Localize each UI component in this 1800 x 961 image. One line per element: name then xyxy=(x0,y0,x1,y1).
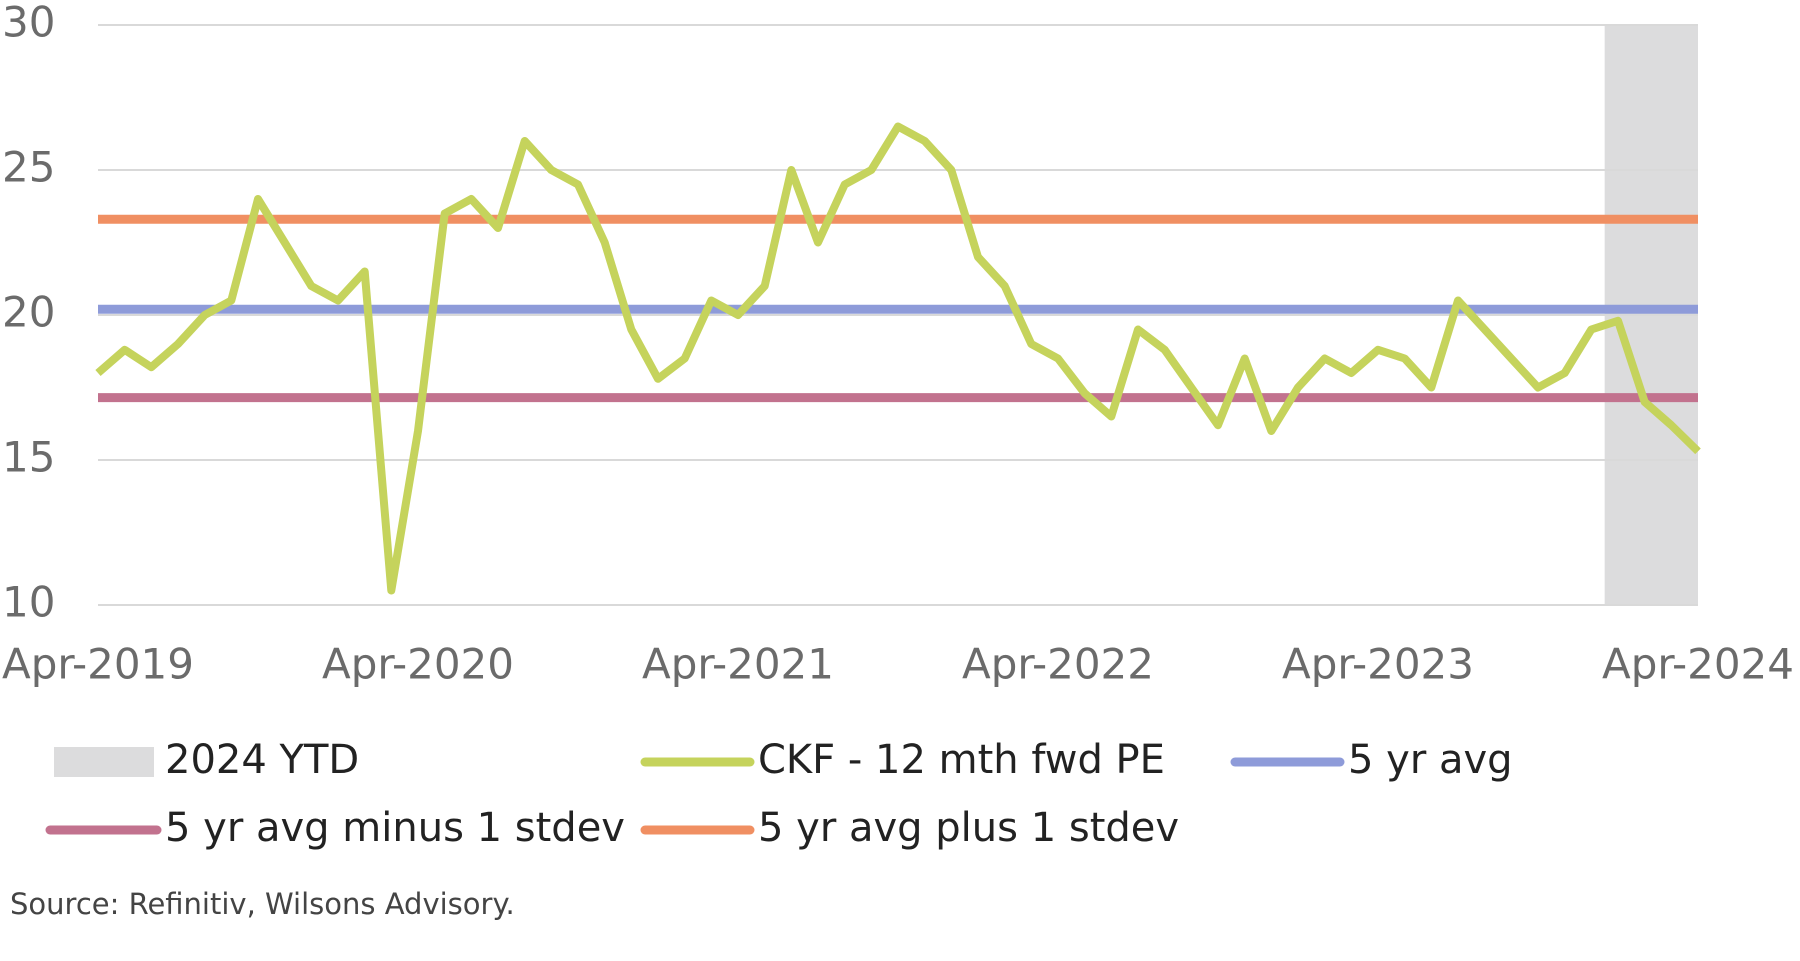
y-tick-label: 10 xyxy=(2,578,55,627)
source-note: Source: Refinitiv, Wilsons Advisory. xyxy=(10,887,515,921)
y-tick-label: 20 xyxy=(2,288,55,337)
x-tick-label: Apr-2022 xyxy=(962,640,1154,689)
x-tick-label: Apr-2019 xyxy=(2,640,194,689)
legend-label: 5 yr avg minus 1 stdev xyxy=(165,805,625,851)
legend-swatch xyxy=(54,747,154,777)
legend-label: 2024 YTD xyxy=(165,737,359,783)
y-tick-label: 25 xyxy=(2,143,55,192)
x-tick-label: Apr-2021 xyxy=(642,640,834,689)
x-tick-label: Apr-2024 xyxy=(1602,640,1794,689)
legend-label: 5 yr avg xyxy=(1348,737,1513,783)
y-tick-label: 30 xyxy=(2,0,55,47)
x-tick-label: Apr-2023 xyxy=(1282,640,1474,689)
data-line xyxy=(95,122,1701,595)
y-tick-label: 15 xyxy=(2,433,55,482)
x-tick-label: Apr-2020 xyxy=(322,640,514,689)
legend-label: 5 yr avg plus 1 stdev xyxy=(758,805,1179,851)
legend-label: CKF - 12 mth fwd PE xyxy=(758,737,1165,783)
